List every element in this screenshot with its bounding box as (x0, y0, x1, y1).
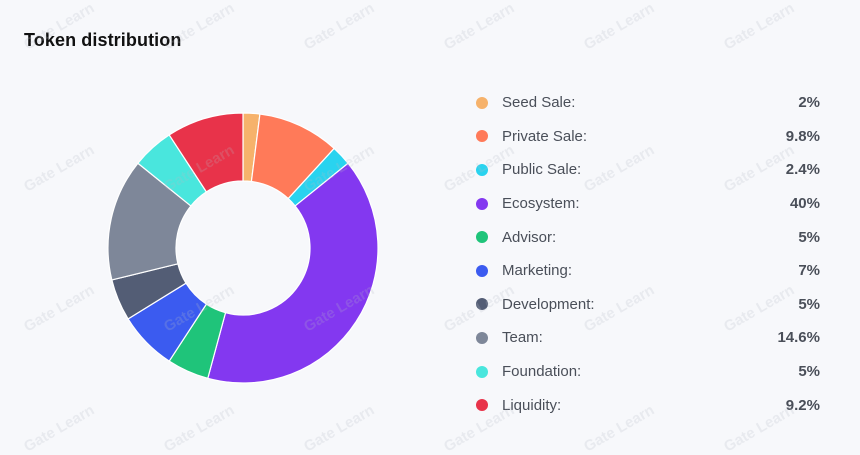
legend-value: 9.2% (785, 396, 820, 414)
legend-item[interactable]: Development: 5% (476, 288, 820, 322)
donut-slice-10[interactable] (168, 112, 244, 193)
watermark: Gate Learn (161, 401, 238, 455)
legend-swatch (476, 130, 488, 143)
watermark: Gate Learn (301, 401, 378, 455)
legend-swatch (476, 96, 488, 109)
watermark: Gate Learn (21, 141, 98, 196)
legend-item[interactable]: Advisor: 5% (476, 220, 820, 254)
legend-label: Foundation: (502, 363, 582, 381)
legend-item[interactable]: Public Sale: 2.4% (476, 153, 820, 187)
legend-label: Advisor: (502, 228, 557, 246)
legend-item[interactable]: Ecosystem: 40% (476, 187, 820, 221)
legend-label: Ecosystem: (502, 195, 580, 213)
chart-legend: Seed Sale: 2% Private Sale: 9.8% Public Sale… (476, 86, 820, 422)
legend-label: Marketing: (502, 262, 573, 280)
legend-swatch (476, 231, 488, 244)
legend-item[interactable]: Private Sale: 9.8% (476, 120, 820, 154)
watermark: Gate Learn (301, 0, 378, 54)
legend-label: Seed Sale: (502, 94, 576, 112)
legend-value: 2.4% (785, 161, 820, 179)
legend-swatch (476, 365, 488, 378)
legend-label: Team: (502, 329, 543, 347)
legend-item[interactable]: Marketing: 7% (476, 254, 820, 288)
legend-value: 7% (798, 262, 820, 280)
legend-item[interactable]: Foundation: 5% (476, 355, 820, 389)
legend-label: Public Sale: (502, 161, 582, 179)
watermark: Gate Learn (441, 0, 518, 54)
donut-chart (107, 112, 379, 384)
legend-value: 5% (798, 363, 820, 381)
legend-item[interactable]: Seed Sale: 2% (476, 86, 820, 120)
legend-value: 2% (798, 94, 820, 112)
legend-swatch (476, 163, 488, 176)
legend-item[interactable]: Team: 14.6% (476, 321, 820, 355)
legend-swatch (476, 197, 488, 210)
watermark: Gate Learn (721, 0, 798, 54)
legend-swatch (476, 399, 488, 412)
legend-value: 9.8% (785, 127, 820, 145)
legend-label: Private Sale: (502, 127, 588, 145)
watermark: Gate Learn (581, 0, 658, 54)
legend-value: 14.6% (777, 329, 820, 347)
legend-value: 40% (789, 195, 820, 213)
legend-label: Liquidity: (502, 396, 562, 414)
legend-item[interactable]: Liquidity: 9.2% (476, 388, 820, 422)
legend-swatch (476, 298, 488, 311)
legend-value: 5% (798, 228, 820, 246)
legend-swatch (476, 264, 488, 277)
watermark: Gate Learn (21, 281, 98, 336)
watermark: Gate Learn (21, 401, 98, 455)
legend-swatch (476, 331, 488, 344)
donut-slice-4[interactable] (207, 162, 379, 384)
legend-label: Development: (502, 295, 595, 313)
legend-value: 5% (798, 295, 820, 313)
chart-title: Token distribution (24, 30, 182, 50)
